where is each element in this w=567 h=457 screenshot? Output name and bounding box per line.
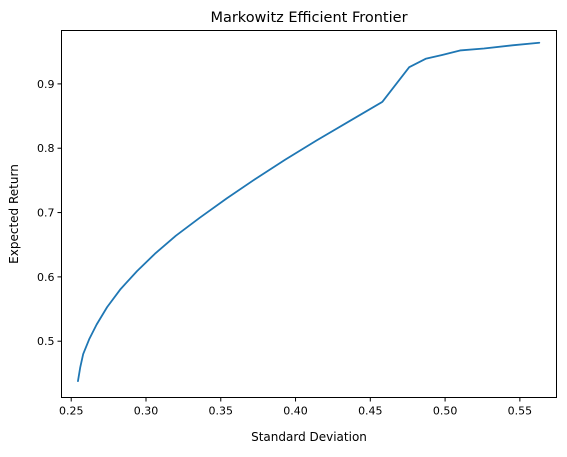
chart-title: Markowitz Efficient Frontier — [210, 10, 407, 26]
y-axis-label: Expected Return — [7, 164, 21, 264]
y-axis: 0.5 0.6 0.7 0.8 0.9 — [37, 78, 62, 348]
x-tick-label: 0.25 — [59, 405, 84, 418]
efficient-frontier-line — [77, 41, 541, 382]
x-tick-label: 0.45 — [358, 405, 383, 418]
y-tick-label: 0.9 — [37, 78, 55, 91]
y-tick-label: 0.5 — [37, 335, 55, 348]
plot-frame — [61, 30, 557, 398]
x-tick-label: 0.30 — [134, 405, 159, 418]
y-tick-label: 0.7 — [37, 207, 55, 220]
x-tick-label: 0.55 — [508, 405, 533, 418]
x-tick-label: 0.35 — [209, 405, 234, 418]
y-tick-label: 0.6 — [37, 271, 55, 284]
x-axis-label: Standard Deviation — [251, 430, 367, 444]
x-tick-label: 0.40 — [283, 405, 308, 418]
x-tick-label: 0.50 — [433, 405, 458, 418]
x-axis: 0.25 0.30 0.35 0.40 0.45 0.50 0.55 — [59, 397, 533, 418]
series-layer — [77, 41, 541, 382]
y-tick-label: 0.8 — [37, 142, 55, 155]
